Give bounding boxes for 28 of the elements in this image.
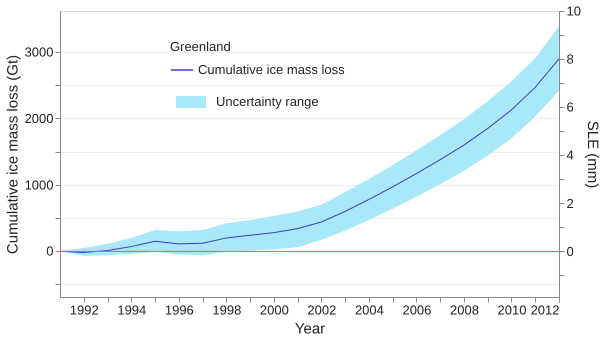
y-tick-label: 3000 (24, 44, 54, 60)
y2-axis-title: SLE (mm) (584, 120, 601, 188)
y2-tick-label: 10 (566, 4, 581, 18)
y-tick-label: 0 (46, 244, 54, 259)
y2-tick-label: 6 (566, 100, 574, 115)
x-tick-label: 2000 (260, 302, 289, 318)
x-tick-label: 1992 (70, 302, 99, 318)
y2-tick-label: 2 (566, 196, 574, 211)
legend-title: Greenland (170, 39, 231, 54)
x-tick-label: 2004 (354, 302, 384, 318)
x-tick-label: 1994 (117, 302, 146, 318)
x-tick-label: 2012 (530, 302, 560, 318)
x-tick-label: 2002 (307, 302, 336, 318)
y-tick-label: 2000 (24, 111, 54, 126)
y2-tick-label: 8 (566, 52, 574, 67)
x-tick-label: 1998 (212, 302, 242, 318)
y-tick-label: 1000 (24, 177, 54, 192)
x-tick-label: 1996 (164, 302, 194, 318)
x-tick-label: 2006 (402, 302, 432, 318)
y-axis-title: Cumulative ice mass loss (Gt) (4, 54, 22, 254)
x-tick-label: 2010 (498, 302, 526, 318)
annotation: Uncertainty range (216, 94, 319, 109)
x-tick-label: 2008 (450, 302, 479, 318)
x-axis-title: Year (294, 320, 326, 338)
y2-tick-label: 0 (566, 244, 574, 259)
line-series (60, 58, 560, 254)
legend-label: Cumulative ice mass loss (198, 62, 346, 77)
y2-tick-label: 4 (566, 148, 574, 163)
